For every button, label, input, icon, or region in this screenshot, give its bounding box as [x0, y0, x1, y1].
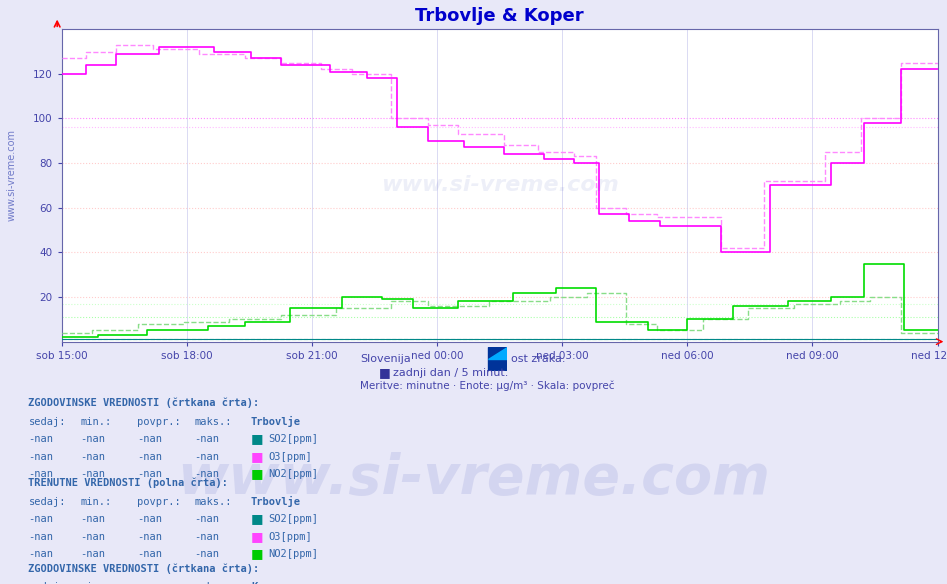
Text: www.si-vreme.com: www.si-vreme.com [7, 129, 16, 221]
Text: -nan: -nan [80, 469, 105, 479]
Polygon shape [488, 347, 507, 371]
Text: ■: ■ [251, 432, 263, 445]
Text: sedaj:: sedaj: [28, 496, 66, 506]
Text: maks.:: maks.: [194, 582, 232, 584]
Text: SO2[ppm]: SO2[ppm] [268, 514, 318, 524]
Text: -nan: -nan [194, 434, 219, 444]
Text: -nan: -nan [80, 514, 105, 524]
Text: maks.:: maks.: [194, 496, 232, 506]
Text: ost zraka.: ost zraka. [511, 354, 566, 364]
Text: min.:: min.: [80, 582, 112, 584]
Text: maks.:: maks.: [194, 416, 232, 426]
Title: Trbovlje & Koper: Trbovlje & Koper [415, 7, 584, 25]
Text: povpr.:: povpr.: [137, 416, 181, 426]
Text: NO2[ppm]: NO2[ppm] [268, 549, 318, 559]
Text: O3[ppm]: O3[ppm] [268, 451, 312, 461]
Text: -nan: -nan [137, 514, 162, 524]
Text: povpr.:: povpr.: [137, 582, 181, 584]
Text: sedaj:: sedaj: [28, 582, 66, 584]
Text: -nan: -nan [28, 514, 53, 524]
Text: -nan: -nan [194, 469, 219, 479]
Text: SO2[ppm]: SO2[ppm] [268, 434, 318, 444]
Text: ■: ■ [251, 547, 263, 560]
Text: -nan: -nan [194, 549, 219, 559]
Text: zadnji dan / 5 minut.: zadnji dan / 5 minut. [393, 367, 509, 378]
Text: -nan: -nan [194, 531, 219, 541]
Text: NO2[ppm]: NO2[ppm] [268, 469, 318, 479]
Text: min.:: min.: [80, 416, 112, 426]
Text: -nan: -nan [137, 469, 162, 479]
Text: -nan: -nan [137, 549, 162, 559]
Text: Trbovlje: Trbovlje [251, 416, 301, 426]
Text: O3[ppm]: O3[ppm] [268, 531, 312, 541]
Text: Trbovlje: Trbovlje [251, 496, 301, 506]
Text: -nan: -nan [28, 549, 53, 559]
Text: Koper: Koper [251, 582, 282, 584]
Text: ■: ■ [379, 366, 390, 379]
Text: -nan: -nan [137, 531, 162, 541]
Text: -nan: -nan [194, 514, 219, 524]
Polygon shape [488, 347, 507, 359]
Text: -nan: -nan [80, 549, 105, 559]
Text: povpr.:: povpr.: [137, 496, 181, 506]
Text: -nan: -nan [80, 531, 105, 541]
Text: ZGODOVINSKE VREDNOSTI (črtkana črta):: ZGODOVINSKE VREDNOSTI (črtkana črta): [28, 563, 259, 573]
Text: ■: ■ [251, 467, 263, 480]
Text: -nan: -nan [80, 451, 105, 461]
Text: min.:: min.: [80, 496, 112, 506]
Text: -nan: -nan [194, 451, 219, 461]
Text: TRENUTNE VREDNOSTI (polna črta):: TRENUTNE VREDNOSTI (polna črta): [28, 477, 228, 488]
Text: -nan: -nan [28, 451, 53, 461]
Text: ■: ■ [251, 530, 263, 543]
Text: -nan: -nan [28, 469, 53, 479]
Text: -nan: -nan [137, 434, 162, 444]
Text: ■: ■ [251, 512, 263, 525]
Text: -nan: -nan [28, 531, 53, 541]
Text: -nan: -nan [80, 434, 105, 444]
Text: www.si-vreme.com: www.si-vreme.com [177, 452, 770, 506]
Text: ■: ■ [251, 450, 263, 463]
Text: -nan: -nan [28, 434, 53, 444]
Text: www.si-vreme.com: www.si-vreme.com [381, 175, 618, 196]
Text: -nan: -nan [137, 451, 162, 461]
Text: sedaj:: sedaj: [28, 416, 66, 426]
Text: Slovenija: Slovenija [360, 354, 411, 364]
Text: ZGODOVINSKE VREDNOSTI (črtkana črta):: ZGODOVINSKE VREDNOSTI (črtkana črta): [28, 397, 259, 408]
Text: Meritve: minutne · Enote: μg/m³ · Skala: povpreč: Meritve: minutne · Enote: μg/m³ · Skala:… [360, 380, 615, 391]
